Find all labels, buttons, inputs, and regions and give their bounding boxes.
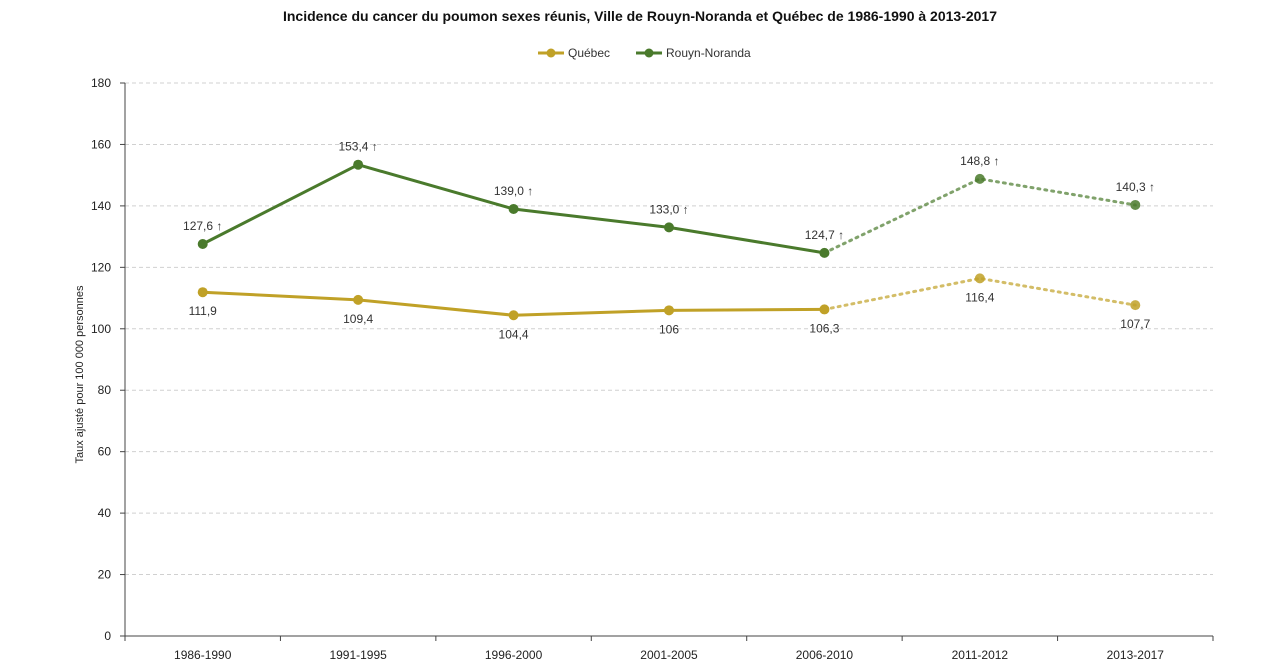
data-label-rouyn-noranda: 127,6 ↑ xyxy=(183,219,222,233)
data-point-qu-bec xyxy=(197,287,208,298)
x-tick-label: 1996-2000 xyxy=(485,648,543,662)
y-tick-label: 140 xyxy=(91,199,111,213)
y-tick-label: 60 xyxy=(98,445,112,459)
y-axis-label: Taux ajusté pour 100 000 personnes xyxy=(74,285,86,463)
data-point-qu-bec xyxy=(508,310,519,321)
y-tick-label: 40 xyxy=(98,506,112,520)
x-tick-label: 2013-2017 xyxy=(1107,648,1165,662)
x-tick-label: 2011-2012 xyxy=(952,648,1009,662)
data-point-qu-bec xyxy=(664,305,674,316)
data-label-rouyn-noranda: 139,0 ↑ xyxy=(494,184,533,198)
data-point-rouyn-noranda xyxy=(197,238,208,249)
data-label-rouyn-noranda: 153,4 ↑ xyxy=(338,140,377,154)
x-tick-label: 2001-2005 xyxy=(640,648,698,662)
data-point-qu-bec xyxy=(353,294,364,305)
x-tick-label: 1991-1995 xyxy=(329,648,387,662)
y-tick-label: 0 xyxy=(104,629,111,643)
y-tick-label: 120 xyxy=(91,260,111,274)
data-label-rouyn-noranda: 148,8 ↑ xyxy=(960,154,999,168)
data-point-rouyn-noranda xyxy=(819,247,830,258)
data-label-qu-bec: 106,3 xyxy=(809,321,839,335)
legend-label-rouyn-noranda: Rouyn-Noranda xyxy=(666,46,751,60)
legend-marker-rouyn-noranda xyxy=(644,48,654,58)
data-point-qu-bec xyxy=(1130,300,1141,311)
y-tick-label: 160 xyxy=(91,137,111,151)
y-tick-label: 80 xyxy=(98,383,112,397)
data-label-qu-bec: 109,4 xyxy=(343,312,373,326)
data-label-qu-bec: 106 xyxy=(659,322,679,336)
data-point-rouyn-noranda xyxy=(664,222,674,233)
y-tick-label: 180 xyxy=(91,76,111,90)
data-point-qu-bec xyxy=(974,273,985,284)
legend-marker-qu-bec xyxy=(546,48,556,58)
legend-label-qu-bec: Québec xyxy=(568,46,610,60)
data-label-qu-bec: 111,9 xyxy=(189,304,218,318)
series-line-dotted-rouyn-noranda xyxy=(822,177,1137,255)
data-label-qu-bec: 116,4 xyxy=(965,290,994,304)
data-label-qu-bec: 104,4 xyxy=(499,327,529,341)
x-tick-label: 2006-2010 xyxy=(796,648,854,662)
data-point-rouyn-noranda xyxy=(974,173,985,184)
data-label-rouyn-noranda: 133,0 ↑ xyxy=(649,202,688,216)
data-label-rouyn-noranda: 140,3 ↑ xyxy=(1116,180,1155,194)
data-point-rouyn-noranda xyxy=(508,203,519,214)
data-point-rouyn-noranda xyxy=(353,159,364,170)
chart-title: Incidence du cancer du poumon sexes réun… xyxy=(282,8,998,24)
data-label-qu-bec: 107,7 xyxy=(1120,317,1150,331)
y-tick-label: 20 xyxy=(98,568,112,582)
data-point-rouyn-noranda xyxy=(1130,199,1141,210)
data-label-rouyn-noranda: 124,7 ↑ xyxy=(805,228,844,242)
data-point-qu-bec xyxy=(819,304,830,315)
x-tick-label: 1986-1990 xyxy=(174,648,232,662)
y-tick-label: 100 xyxy=(91,322,111,336)
